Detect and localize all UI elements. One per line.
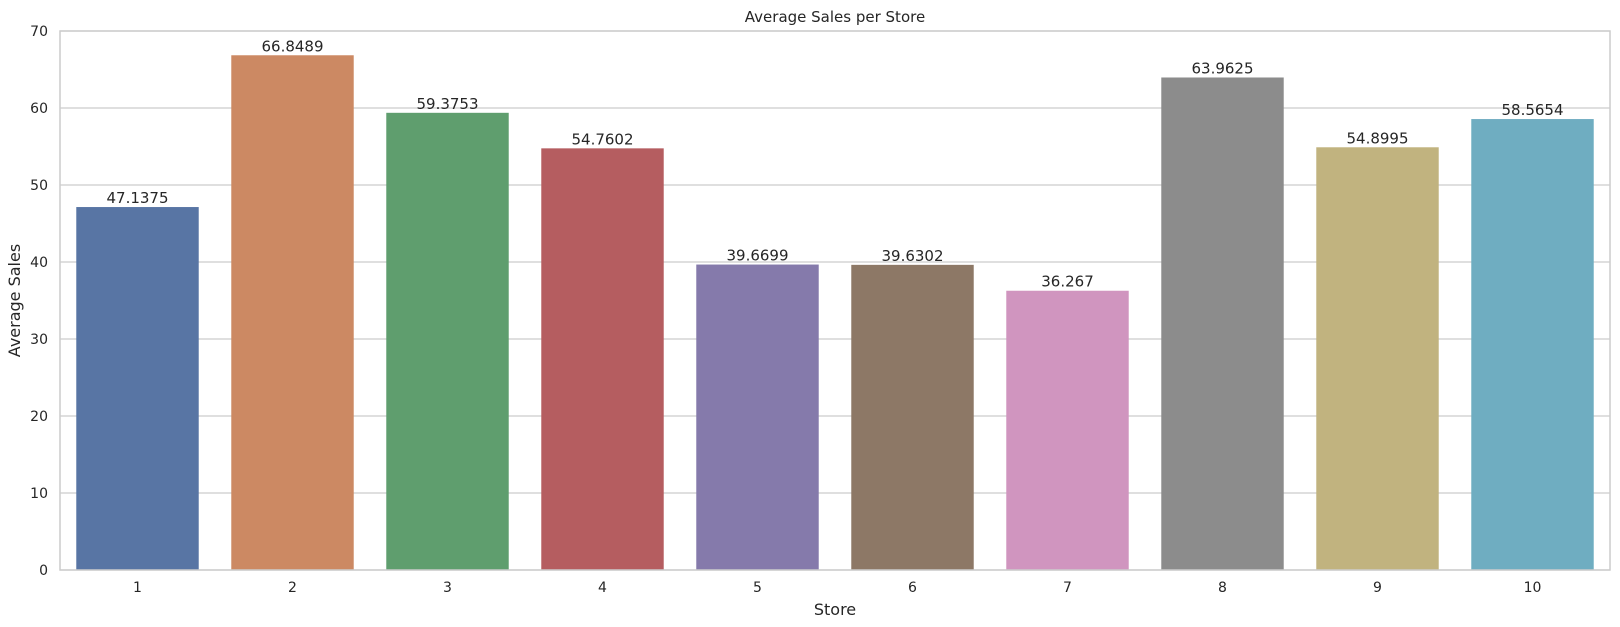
x-tick-label: 9 [1373,580,1382,596]
bar-store-1 [76,207,199,570]
y-tick-label: 0 [39,563,48,579]
y-axis-title: Average Sales [5,244,24,357]
bar-store-10 [1471,119,1594,570]
bar-value-label: 39.6699 [726,247,788,265]
bar-value-label: 39.6302 [881,247,943,265]
x-axis-title: Store [814,600,856,619]
y-tick-label: 60 [30,101,48,117]
bar-value-label: 47.1375 [106,189,168,207]
bar-store-2 [231,55,354,570]
x-tick-label: 4 [598,580,607,596]
y-tick-label: 40 [30,255,48,271]
y-tick-label: 50 [30,178,48,194]
bars [76,55,1594,571]
x-tick-label: 8 [1218,580,1227,596]
y-tick-label: 20 [30,409,48,425]
plot-frame [59,30,1611,571]
bar-value-label: 59.3753 [416,95,478,113]
chart-title: Average Sales per Store [745,8,925,26]
y-tick-label: 30 [30,332,48,348]
bar-store-8 [1161,77,1284,571]
x-tick-label: 1 [133,580,142,596]
x-tick-label: 5 [753,580,762,596]
bar-store-5 [696,264,819,570]
x-tick-label: 6 [908,580,917,596]
x-tick-label: 2 [288,580,297,596]
x-tick-label: 3 [443,580,452,596]
bar-value-label: 63.9625 [1191,59,1253,77]
bar-value-label: 36.267 [1041,273,1094,291]
bar-value-label: 66.8489 [261,37,323,55]
bar-store-4 [541,148,664,570]
bar-value-label: 54.7602 [571,130,633,148]
y-tick-label: 70 [30,24,48,40]
bar-store-6 [851,264,974,570]
y-axis-ticks: 0 10 20 30 40 50 60 70 [30,24,48,579]
y-tick-label: 10 [30,486,48,502]
bar-value-labels: 47.1375 66.8489 59.3753 54.7602 39.6699 39.63… [106,37,1563,290]
x-axis-ticks: 1 2 3 4 5 6 7 8 9 10 [133,580,1541,596]
bar-value-label: 58.5654 [1501,101,1563,119]
bar-value-label: 54.8995 [1346,129,1408,147]
bar-store-9 [1316,147,1439,570]
x-tick-label: 10 [1524,580,1542,596]
x-tick-label: 7 [1063,580,1072,596]
bar-store-3 [386,112,509,571]
bar-store-7 [1006,290,1129,570]
